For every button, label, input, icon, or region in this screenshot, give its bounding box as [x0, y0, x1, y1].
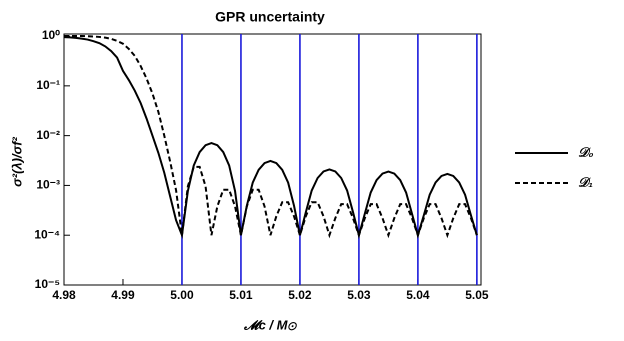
plot-frame: [63, 33, 482, 286]
chart-title: GPR uncertainty: [215, 9, 325, 25]
series-line: [64, 35, 478, 239]
x-tick-label: 4.98: [52, 288, 76, 302]
y-tick-label: 10⁰: [42, 28, 60, 42]
series-line: [63, 36, 478, 240]
y-tick-label: 10⁻³: [36, 178, 60, 192]
legend-label: 𝒟₁: [578, 174, 593, 189]
x-tick-label: 5.04: [406, 288, 430, 302]
x-tick-label: 5.03: [347, 288, 371, 302]
y-tick-label: 10⁻¹: [36, 78, 60, 92]
y-tick-label: 10⁻⁴: [34, 227, 60, 241]
x-tick-label: 4.99: [111, 288, 135, 302]
x-tick-label: 5.01: [229, 288, 253, 302]
y-axis-label: σ²(λ)/σf²: [9, 136, 24, 186]
legend-label: 𝒟₀: [578, 144, 594, 159]
y-tick-label: 10⁻²: [36, 128, 60, 142]
x-tick-label: 5.05: [465, 288, 489, 302]
x-axis-label: 𝓜c / M⊙: [243, 317, 297, 332]
x-tick-label: 5.00: [170, 288, 194, 302]
y-tick-label: 10⁻⁵: [35, 277, 60, 291]
x-tick-label: 5.02: [288, 288, 312, 302]
